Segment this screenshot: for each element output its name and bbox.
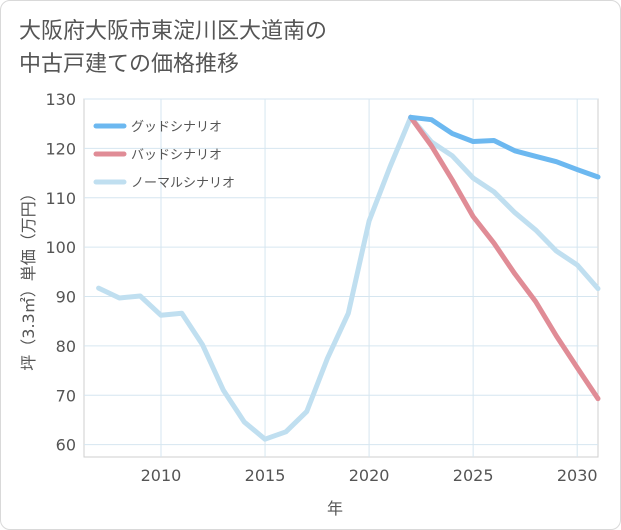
legend-label: バッドシナリオ: [131, 148, 222, 163]
legend-label: グッドシナリオ: [131, 120, 222, 135]
plot-area: [83, 98, 599, 458]
series-line-0: [408, 114, 601, 180]
y-tick-label: 60: [56, 436, 76, 455]
y-axis-label: 坪（3.3㎡）単価（万円）: [19, 185, 38, 370]
x-tick-label: 2025: [453, 466, 494, 485]
series-line-2: [96, 114, 601, 442]
chart-title: 大阪府大阪市東淀川区大道南の 中古戸建ての価格推移: [19, 15, 579, 81]
x-tick-label: 2030: [557, 466, 598, 485]
chart-title-line-1: 大阪府大阪市東淀川区大道南の: [19, 19, 328, 44]
y-tick-label: 130: [45, 90, 76, 109]
y-tick-label: 100: [45, 238, 76, 257]
series-line-1: [408, 114, 601, 402]
x-tick-label: 2020: [349, 466, 390, 485]
x-axis-label: 年: [327, 499, 343, 518]
chart-title-line-2: 中古戸建ての価格推移: [19, 52, 240, 77]
y-tick-label: 120: [45, 139, 76, 158]
y-tick-label: 110: [45, 189, 76, 208]
y-tick-label: 80: [56, 337, 76, 356]
x-tick-label: 2015: [245, 466, 286, 485]
legend-label: ノーマルシナリオ: [131, 176, 235, 191]
y-tick-label: 90: [56, 288, 76, 307]
x-tick-label: 2010: [141, 466, 182, 485]
y-tick-label: 70: [56, 386, 76, 405]
